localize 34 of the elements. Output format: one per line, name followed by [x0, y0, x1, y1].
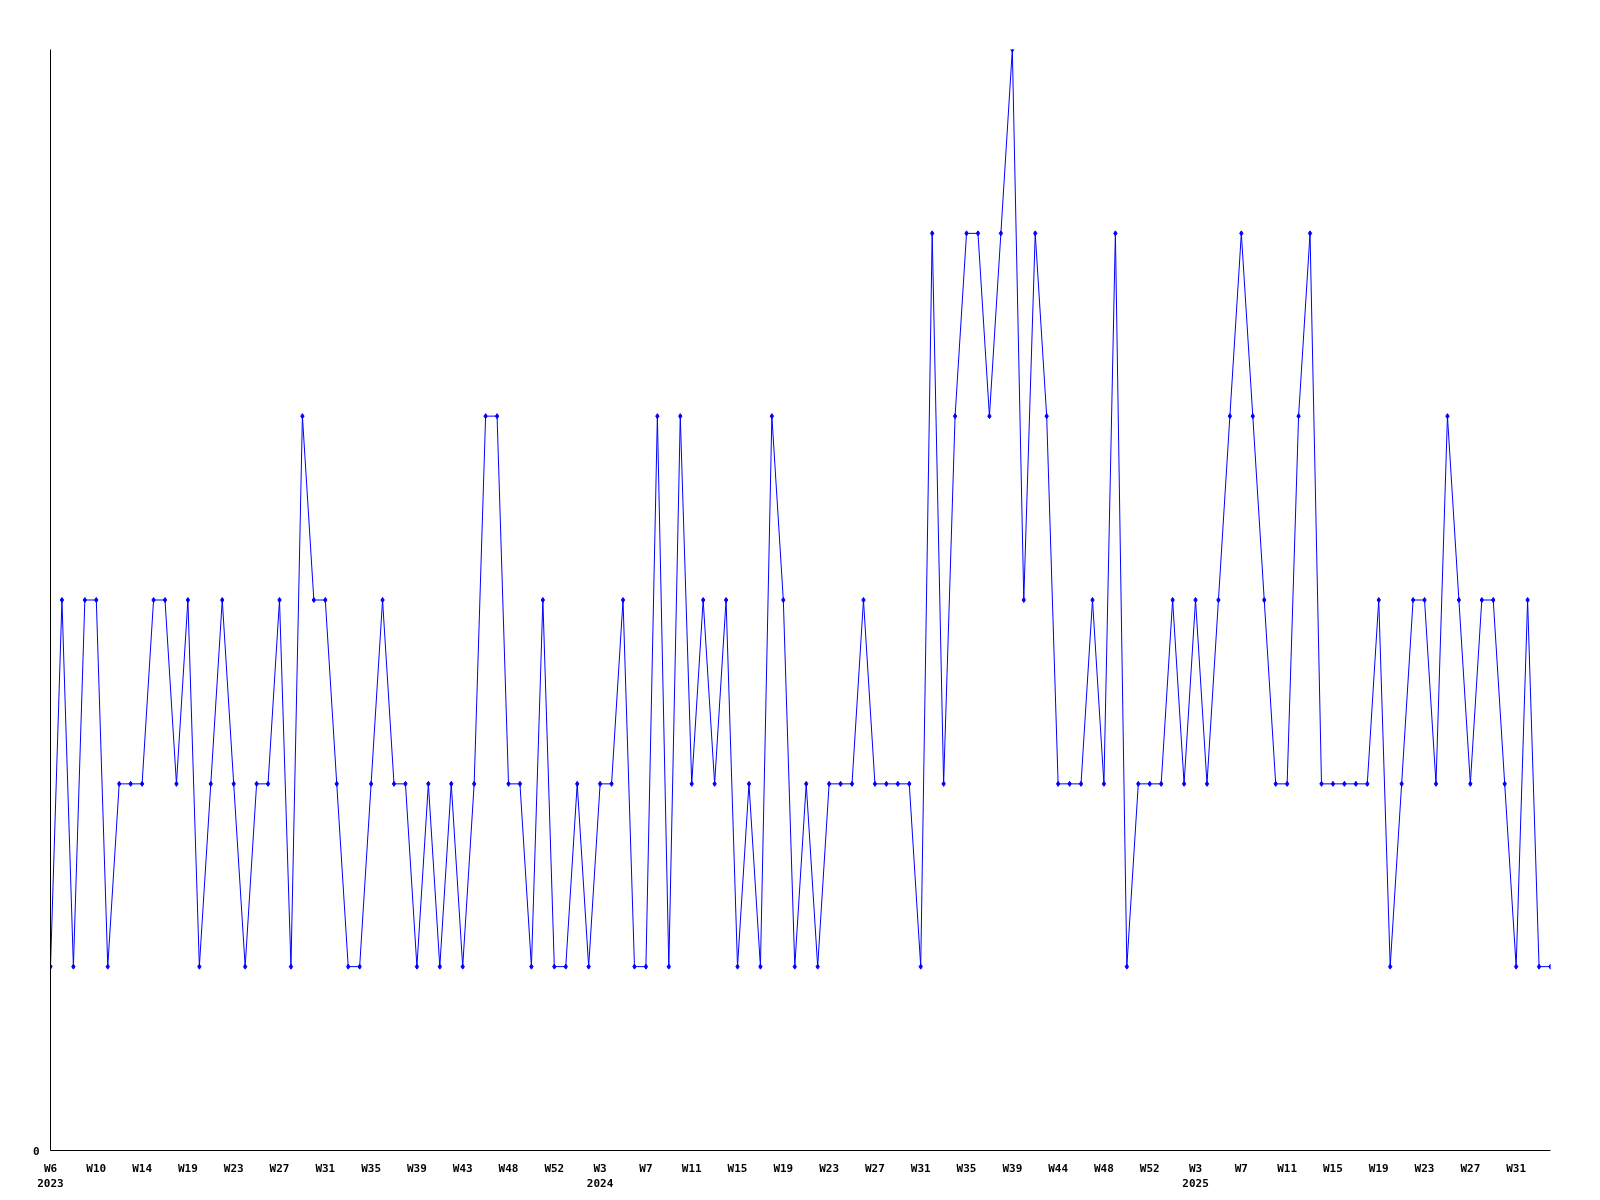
x-tick-label: W3 2024 — [586, 1161, 614, 1191]
x-tick-label: W48 — [498, 1161, 519, 1175]
x-tick-label: W11 — [1277, 1161, 1298, 1175]
x-tick-label: W7 — [1234, 1161, 1248, 1175]
x-tick-label: W52 — [1139, 1161, 1160, 1175]
x-tick-label: W3 2025 — [1182, 1161, 1209, 1191]
x-tick-label: W19 — [1368, 1161, 1389, 1175]
x-tick-label: W35 — [361, 1161, 382, 1175]
x-tick-label: W48 — [1094, 1161, 1114, 1175]
x-tick-label: W43 — [452, 1161, 473, 1175]
x-tick-label: W27 — [864, 1161, 885, 1175]
x-tick-label: W39 — [1002, 1161, 1023, 1175]
x-tick-label: W15 — [1323, 1161, 1343, 1175]
x-tick-label: W6 2023 — [37, 1161, 64, 1191]
x-tick-label: W31 — [910, 1161, 932, 1175]
x-tick-label: W19 — [177, 1161, 198, 1175]
x-tick-label: W27 — [1460, 1161, 1481, 1175]
x-tick-label: W39 — [406, 1161, 427, 1175]
x-tick-label: W23 — [819, 1161, 840, 1175]
x-tick-label: W14 — [132, 1161, 153, 1175]
text: 0 — [32, 1144, 40, 1158]
x-tick-label: W35 — [956, 1161, 977, 1175]
x-tick-label: W27 — [269, 1161, 290, 1175]
x-tick-label: W10 — [86, 1161, 107, 1175]
x-tick-label: W15 — [727, 1161, 748, 1175]
x-tick-label: W23 — [223, 1161, 244, 1175]
x-tick-label: W52 — [544, 1161, 565, 1175]
x-tick-label: W23 — [1414, 1161, 1435, 1175]
x-tick-label: W7 — [639, 1161, 653, 1175]
x-tick-label: W31 — [1506, 1161, 1527, 1175]
x-tick-label: W31 — [315, 1161, 336, 1175]
x-tick-label: W19 — [773, 1161, 794, 1175]
x-tick-label: W11 — [681, 1161, 703, 1175]
x-tick-label: W44 — [1048, 1161, 1069, 1175]
